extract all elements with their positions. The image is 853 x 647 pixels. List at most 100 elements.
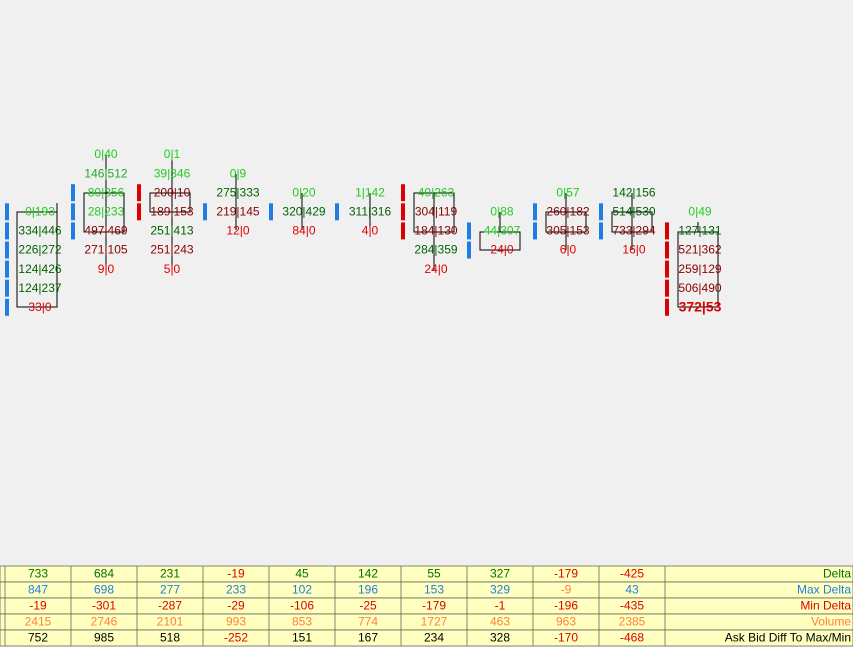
footprint-cell: 251|413 bbox=[150, 224, 193, 238]
table-value: 1727 bbox=[421, 615, 448, 629]
candle-body bbox=[71, 222, 75, 240]
footprint-cell: 304|119 bbox=[415, 204, 458, 218]
footprint-cell: 124|237 bbox=[18, 281, 61, 295]
footprint-cell: 24|0 bbox=[424, 262, 447, 276]
footprint-cell: 84|0 bbox=[292, 224, 315, 238]
footprint-cell: 0|9 bbox=[230, 166, 247, 180]
candle-body bbox=[71, 203, 75, 221]
table-value: 277 bbox=[160, 583, 180, 597]
footprint-cell: 219|145 bbox=[216, 204, 259, 218]
table-value: -287 bbox=[158, 599, 182, 613]
table-value: 55 bbox=[427, 567, 441, 581]
table-value: 774 bbox=[358, 615, 378, 629]
table-value: 45 bbox=[295, 567, 309, 581]
table-value: 684 bbox=[94, 567, 114, 581]
box-outline bbox=[16, 211, 58, 308]
candle-body bbox=[5, 260, 9, 278]
table-value: 2385 bbox=[619, 615, 646, 629]
candle-body bbox=[5, 222, 9, 240]
candle-body bbox=[401, 203, 405, 221]
candle-body bbox=[665, 260, 669, 278]
footprint-cell: 5|0 bbox=[164, 262, 181, 276]
row-label: Min Delta bbox=[800, 599, 851, 613]
table-value: -25 bbox=[359, 599, 377, 613]
table-value: 43 bbox=[625, 583, 639, 597]
footprint-cell: 0|49 bbox=[688, 204, 711, 218]
footprint-cell: 80|356 bbox=[88, 185, 125, 199]
table-value: -468 bbox=[620, 631, 644, 645]
footprint-cell: 514|530 bbox=[612, 204, 655, 218]
table-value: -425 bbox=[620, 567, 644, 581]
candle-body bbox=[599, 203, 603, 221]
candle-body bbox=[533, 222, 537, 240]
candle-body bbox=[5, 203, 9, 221]
table-value: 327 bbox=[490, 567, 510, 581]
footprint-cell: 142|156 bbox=[612, 185, 655, 199]
candle-body bbox=[599, 222, 603, 240]
footprint-cell: 6|0 bbox=[560, 243, 577, 257]
candle-body bbox=[665, 279, 669, 297]
table-value: 993 bbox=[226, 615, 246, 629]
candle-body bbox=[533, 203, 537, 221]
candle-body bbox=[137, 184, 141, 202]
row-label: Volume bbox=[811, 615, 851, 629]
candle-body bbox=[467, 241, 471, 259]
table-value: 2415 bbox=[25, 615, 52, 629]
footprint-cell: 271|105 bbox=[84, 243, 127, 257]
footprint-cell: 146|512 bbox=[84, 166, 127, 180]
table-value: -179 bbox=[422, 599, 446, 613]
candle-body bbox=[203, 203, 207, 221]
footprint-cell: 184|130 bbox=[414, 224, 457, 238]
footprint-cell: 39|346 bbox=[154, 166, 191, 180]
footprint-cell: 28|233 bbox=[88, 204, 125, 218]
candle-body bbox=[5, 298, 9, 316]
footprint-cell: 1|142 bbox=[355, 185, 385, 199]
candle-body bbox=[137, 203, 141, 221]
footprint-cell: 0|1 bbox=[164, 147, 181, 161]
footprint-cell: 497|469 bbox=[84, 224, 127, 238]
box-outline bbox=[149, 192, 191, 213]
table-row bbox=[0, 629, 853, 647]
table-value: 142 bbox=[358, 567, 378, 581]
footprint-cell: 0|57 bbox=[556, 185, 579, 199]
row-label: Max Delta bbox=[797, 583, 851, 597]
footprint-cell: 311|316 bbox=[349, 204, 392, 218]
table-value: -9 bbox=[561, 583, 572, 597]
table-value: -170 bbox=[554, 631, 578, 645]
footprint-cell: 200|10 bbox=[154, 185, 191, 199]
table-value: -19 bbox=[29, 599, 47, 613]
footprint-cell: 259|129 bbox=[678, 262, 721, 276]
footprint-cell: 33|0 bbox=[28, 300, 51, 314]
footprint-cell: 506|490 bbox=[678, 281, 721, 295]
table-value: 518 bbox=[160, 631, 180, 645]
table-value: 847 bbox=[28, 583, 48, 597]
candle-body bbox=[401, 222, 405, 240]
footprint-cell: 9|0 bbox=[98, 262, 115, 276]
candle-body bbox=[269, 203, 273, 221]
table-value: 196 bbox=[358, 583, 378, 597]
footprint-cell: 124|426 bbox=[18, 262, 61, 276]
footprint-cell: 44|307 bbox=[484, 224, 521, 238]
table-value: 328 bbox=[490, 631, 510, 645]
table-value: 752 bbox=[28, 631, 48, 645]
footprint-cell: 0|40 bbox=[94, 147, 117, 161]
footprint-cell: 260|182 bbox=[546, 204, 589, 218]
table-value: -106 bbox=[290, 599, 314, 613]
table-value: 233 bbox=[226, 583, 246, 597]
footprint-cell: 0|88 bbox=[490, 204, 513, 218]
row-label: Delta bbox=[823, 567, 851, 581]
footprint-cell: 521|362 bbox=[678, 243, 721, 257]
footprint-cell: 733|294 bbox=[612, 224, 655, 238]
table-value: 985 bbox=[94, 631, 114, 645]
candle-body bbox=[665, 298, 669, 316]
candle-body bbox=[665, 222, 669, 240]
table-value: 234 bbox=[424, 631, 444, 645]
table-value: 153 bbox=[424, 583, 444, 597]
footprint-cell: 127|131 bbox=[678, 224, 721, 238]
candle-body bbox=[5, 241, 9, 259]
table-value: 329 bbox=[490, 583, 510, 597]
footprint-cell: 320|429 bbox=[282, 204, 325, 218]
footprint-cell: 284|359 bbox=[414, 243, 457, 257]
box-outline bbox=[83, 192, 125, 233]
table-value: -29 bbox=[227, 599, 245, 613]
